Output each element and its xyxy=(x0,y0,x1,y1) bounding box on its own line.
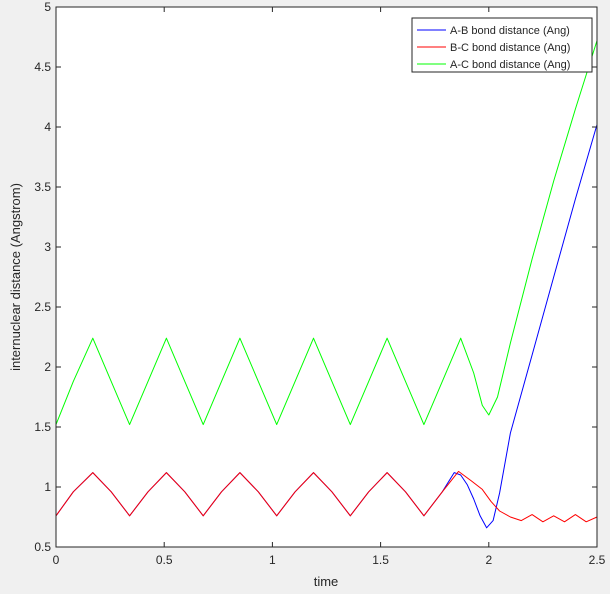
y-axis-label: internuclear distance (Angstrom) xyxy=(8,183,23,371)
x-tick-label: 1 xyxy=(269,553,276,567)
x-tick-label: 1.5 xyxy=(372,553,389,567)
series-layer xyxy=(55,40,598,529)
y-tick-label: 1 xyxy=(44,480,51,494)
x-tick-label: 2 xyxy=(485,553,492,567)
plot-border xyxy=(55,6,598,548)
y-tick-label: 1.5 xyxy=(34,420,51,434)
legend-label-1: A-B bond distance (Ang) xyxy=(450,25,570,37)
x-tick-label: 2.5 xyxy=(589,553,606,567)
series-line-3 xyxy=(55,40,598,426)
series-line-2 xyxy=(55,470,598,523)
y-tick-label: 4.5 xyxy=(34,60,51,74)
plot-area xyxy=(56,7,597,547)
y-tick-label: 2 xyxy=(44,360,51,374)
x-tick-label: 0.5 xyxy=(156,553,173,567)
legend-box xyxy=(411,17,593,73)
x-axis-ticks: 0 0.5 1 1.5 2 2.5 xyxy=(53,7,606,567)
y-tick-label: 2.5 xyxy=(34,300,51,314)
x-axis-label: time xyxy=(314,574,339,589)
legend: A-B bond distance (Ang) B-C bond distance… xyxy=(411,17,593,73)
y-tick-label: 5 xyxy=(44,0,51,14)
x-tick-label: 0 xyxy=(53,553,60,567)
y-tick-label: 3 xyxy=(44,240,51,254)
legend-label-3: A-C bond distance (Ang) xyxy=(450,59,570,71)
legend-label-2: B-C bond distance (Ang) xyxy=(450,42,570,54)
y-tick-label: 0.5 xyxy=(34,540,51,554)
y-tick-label: 3.5 xyxy=(34,180,51,194)
y-axis-ticks: 0.5 1 1.5 2 2.5 3 3.5 4 4.5 5 xyxy=(34,0,597,554)
y-tick-label: 4 xyxy=(44,120,51,134)
